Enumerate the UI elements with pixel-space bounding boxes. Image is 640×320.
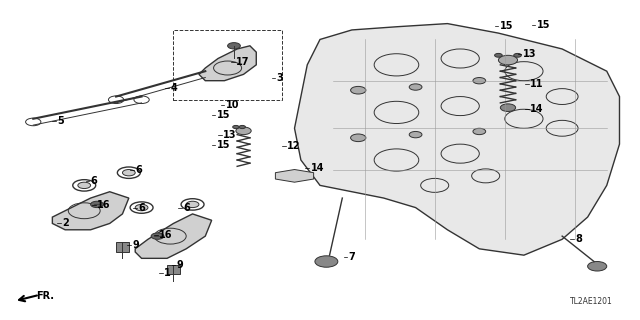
Text: 5: 5 bbox=[58, 116, 64, 126]
Circle shape bbox=[78, 182, 91, 188]
Text: 6: 6 bbox=[91, 176, 97, 186]
Circle shape bbox=[233, 125, 239, 129]
Bar bbox=[167, 265, 180, 274]
FancyBboxPatch shape bbox=[173, 30, 282, 100]
Bar bbox=[116, 243, 129, 252]
Circle shape bbox=[351, 86, 366, 94]
Text: 1: 1 bbox=[164, 268, 171, 278]
Circle shape bbox=[409, 132, 422, 138]
Text: 9: 9 bbox=[177, 260, 184, 270]
Circle shape bbox=[239, 125, 246, 129]
Text: FR.: FR. bbox=[36, 291, 54, 301]
Circle shape bbox=[499, 55, 518, 65]
Circle shape bbox=[91, 201, 103, 208]
Circle shape bbox=[315, 256, 338, 267]
Circle shape bbox=[151, 233, 164, 239]
Text: 15: 15 bbox=[537, 20, 550, 30]
Text: 3: 3 bbox=[276, 74, 284, 84]
Circle shape bbox=[135, 204, 148, 211]
Text: 16: 16 bbox=[97, 200, 111, 210]
Circle shape bbox=[495, 53, 502, 57]
Text: 6: 6 bbox=[138, 203, 145, 213]
Circle shape bbox=[122, 170, 135, 176]
Circle shape bbox=[514, 53, 522, 57]
Text: 2: 2 bbox=[62, 219, 68, 228]
Text: 15: 15 bbox=[217, 110, 230, 120]
Polygon shape bbox=[275, 170, 314, 182]
Text: 12: 12 bbox=[287, 141, 300, 151]
Text: 7: 7 bbox=[349, 252, 355, 262]
Text: TL2AE1201: TL2AE1201 bbox=[570, 297, 613, 306]
Text: 13: 13 bbox=[223, 130, 237, 140]
Text: 14: 14 bbox=[531, 104, 544, 114]
Polygon shape bbox=[135, 214, 212, 258]
Text: 17: 17 bbox=[236, 57, 250, 67]
Text: 10: 10 bbox=[226, 100, 239, 110]
Circle shape bbox=[588, 261, 607, 271]
Polygon shape bbox=[294, 24, 620, 255]
Text: 16: 16 bbox=[159, 229, 173, 240]
Text: 9: 9 bbox=[132, 240, 139, 250]
Text: 6: 6 bbox=[135, 164, 142, 174]
Text: 11: 11 bbox=[531, 79, 544, 89]
Circle shape bbox=[500, 104, 516, 111]
Text: 4: 4 bbox=[170, 83, 177, 93]
Circle shape bbox=[351, 134, 366, 142]
Circle shape bbox=[228, 43, 241, 49]
Circle shape bbox=[473, 77, 486, 84]
Text: 15: 15 bbox=[217, 140, 230, 150]
Polygon shape bbox=[52, 192, 129, 230]
Text: 14: 14 bbox=[310, 163, 324, 173]
Text: 15: 15 bbox=[500, 21, 513, 31]
Circle shape bbox=[186, 201, 199, 208]
Circle shape bbox=[473, 128, 486, 135]
Circle shape bbox=[409, 84, 422, 90]
Text: 13: 13 bbox=[523, 49, 536, 60]
Text: 6: 6 bbox=[183, 203, 189, 212]
Circle shape bbox=[236, 127, 251, 135]
Text: 8: 8 bbox=[575, 234, 582, 244]
Polygon shape bbox=[199, 46, 256, 81]
